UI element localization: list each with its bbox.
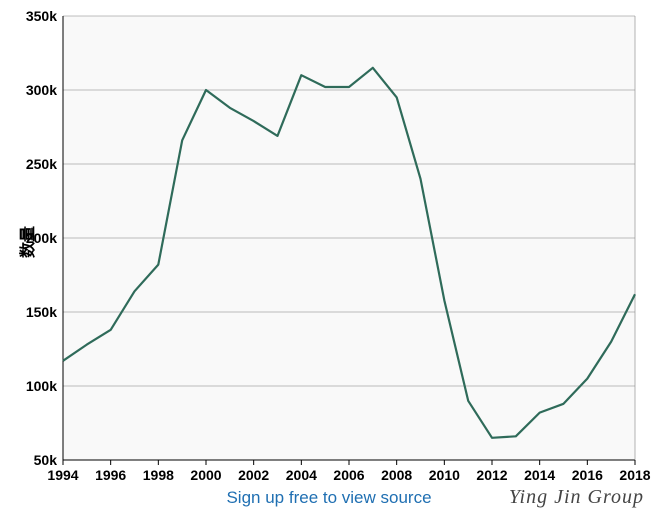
svg-text:300k: 300k (26, 82, 57, 98)
svg-text:2002: 2002 (238, 467, 269, 483)
svg-text:2000: 2000 (190, 467, 221, 483)
svg-text:2006: 2006 (333, 467, 364, 483)
svg-text:350k: 350k (26, 8, 57, 24)
svg-text:2018: 2018 (619, 467, 650, 483)
svg-text:150k: 150k (26, 304, 57, 320)
svg-text:100k: 100k (26, 378, 57, 394)
watermark: Ying Jin Group (509, 486, 644, 509)
svg-text:2016: 2016 (572, 467, 603, 483)
signup-link[interactable]: Sign up free to view source (226, 488, 431, 507)
svg-text:50k: 50k (34, 452, 58, 468)
svg-text:1996: 1996 (95, 467, 126, 483)
line-chart: 50k100k150k200k250k300k350k1994199619982… (0, 0, 658, 521)
svg-text:250k: 250k (26, 156, 57, 172)
svg-text:2014: 2014 (524, 467, 555, 483)
y-axis-label: 数量 (14, 226, 38, 258)
svg-text:2010: 2010 (429, 467, 460, 483)
chart-container: 50k100k150k200k250k300k350k1994199619982… (0, 0, 658, 521)
svg-text:1994: 1994 (47, 467, 78, 483)
svg-text:2008: 2008 (381, 467, 412, 483)
svg-text:1998: 1998 (143, 467, 174, 483)
svg-text:2012: 2012 (476, 467, 507, 483)
svg-text:2004: 2004 (286, 467, 317, 483)
